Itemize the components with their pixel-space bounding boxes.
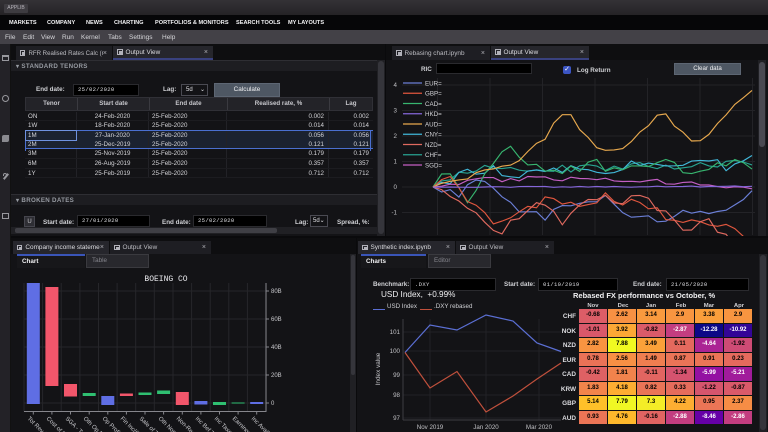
- svg-text:1: 1: [394, 159, 398, 166]
- svg-text:Mar 2020: Mar 2020: [526, 424, 553, 431]
- svg-text:NZD=: NZD=: [425, 142, 442, 149]
- svg-text:Index value: Index value: [375, 352, 382, 385]
- svg-text:99: 99: [393, 372, 400, 379]
- svg-text:100: 100: [390, 348, 401, 355]
- svg-text:GBP=: GBP=: [425, 91, 442, 98]
- svg-text:3: 3: [394, 108, 398, 115]
- svg-text:EUR=: EUR=: [425, 80, 442, 87]
- svg-text:AUD=: AUD=: [425, 121, 442, 128]
- svg-text:CAD=: CAD=: [425, 101, 442, 108]
- svg-text:SGD=: SGD=: [425, 162, 442, 169]
- svg-text:98: 98: [393, 392, 400, 399]
- svg-text:Nov 2019: Nov 2019: [417, 424, 444, 431]
- svg-text:2: 2: [394, 133, 398, 140]
- svg-text:CHF=: CHF=: [425, 152, 442, 159]
- svg-text:40B: 40B: [271, 345, 282, 351]
- svg-text:-1: -1: [391, 210, 397, 217]
- svg-text:101: 101: [390, 329, 401, 336]
- svg-text:HKD=: HKD=: [425, 111, 442, 118]
- svg-text:80B: 80B: [271, 289, 282, 295]
- svg-text:97: 97: [393, 415, 400, 422]
- svg-text:0: 0: [394, 184, 398, 191]
- svg-text:CNY=: CNY=: [425, 132, 442, 139]
- svg-text:Jan 2020: Jan 2020: [473, 424, 499, 431]
- svg-text:4: 4: [394, 82, 398, 89]
- svg-text:60B: 60B: [271, 317, 282, 323]
- svg-text:20B: 20B: [271, 373, 282, 379]
- svg-text:0: 0: [271, 401, 275, 407]
